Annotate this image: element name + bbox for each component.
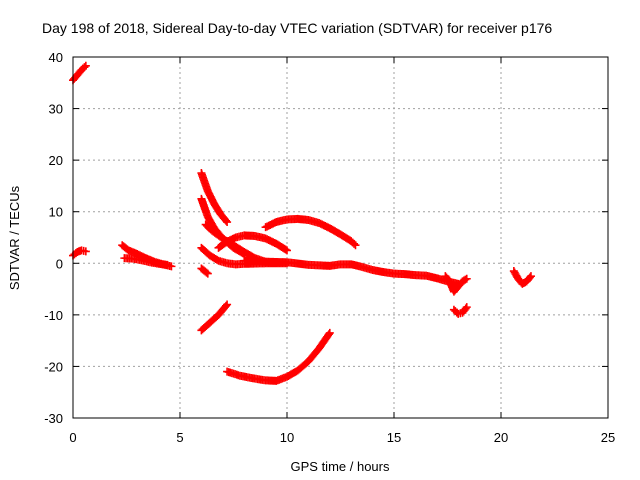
data-marker (350, 239, 359, 248)
data-series-segment (120, 254, 172, 269)
data-point (223, 218, 232, 227)
data-point (223, 300, 232, 309)
x-tick-label: 0 (69, 430, 76, 445)
data-layer (69, 61, 535, 385)
data-series-segment (441, 272, 471, 296)
y-tick-label: 10 (49, 205, 63, 220)
y-tick-label: 40 (49, 50, 63, 65)
data-point (462, 274, 471, 283)
y-tick-label: 0 (56, 256, 63, 271)
data-marker (281, 245, 290, 254)
x-tick-label: 10 (280, 430, 294, 445)
x-tick-label: 20 (494, 430, 508, 445)
y-tick-label: 30 (49, 102, 63, 117)
data-point (203, 269, 212, 278)
data-series-segment (240, 256, 463, 288)
data-series-segment (69, 61, 90, 85)
data-marker (202, 268, 211, 277)
data-marker (461, 275, 470, 284)
data-marker (222, 301, 231, 310)
data-point (163, 260, 172, 269)
y-tick-label: 20 (49, 153, 63, 168)
tick-layer: 0 5 10 15 20 25 -30 -20 -10 0 10 20 30 40 (44, 50, 615, 445)
grid-layer (73, 57, 608, 418)
y-tick-label: -30 (44, 411, 63, 426)
data-series-segment (509, 267, 535, 288)
data-point (167, 262, 176, 271)
data-series-segment (214, 231, 291, 255)
data-marker (461, 304, 470, 313)
data-series-segment (69, 246, 90, 260)
data-point (81, 247, 90, 256)
data-marker (222, 216, 231, 225)
data-marker (525, 273, 534, 282)
x-tick-label: 25 (601, 430, 615, 445)
data-series-segment (449, 303, 471, 318)
data-point (526, 272, 535, 281)
y-tick-label: -20 (44, 359, 63, 374)
data-series-segment (261, 214, 360, 250)
data-point (283, 246, 291, 255)
x-tick-label: 15 (387, 430, 401, 445)
data-marker (324, 330, 333, 339)
data-series-segment (223, 328, 334, 385)
data-series-segment (197, 169, 232, 227)
chart-title: Day 198 of 2018, Sidereal Day-to-day VTE… (42, 20, 552, 36)
data-series-segment (197, 300, 232, 335)
plot-frame (72, 56, 609, 419)
data-point (325, 328, 334, 337)
data-point (462, 303, 471, 312)
y-axis-label: SDTVAR / TECUs (7, 185, 22, 290)
y-tick-label: -10 (44, 308, 63, 323)
data-series-segment (197, 264, 212, 278)
data-marker (80, 63, 89, 72)
data-point (351, 241, 360, 250)
data-point (81, 61, 90, 70)
x-tick-label: 5 (176, 430, 183, 445)
x-axis-label: GPS time / hours (291, 459, 390, 474)
